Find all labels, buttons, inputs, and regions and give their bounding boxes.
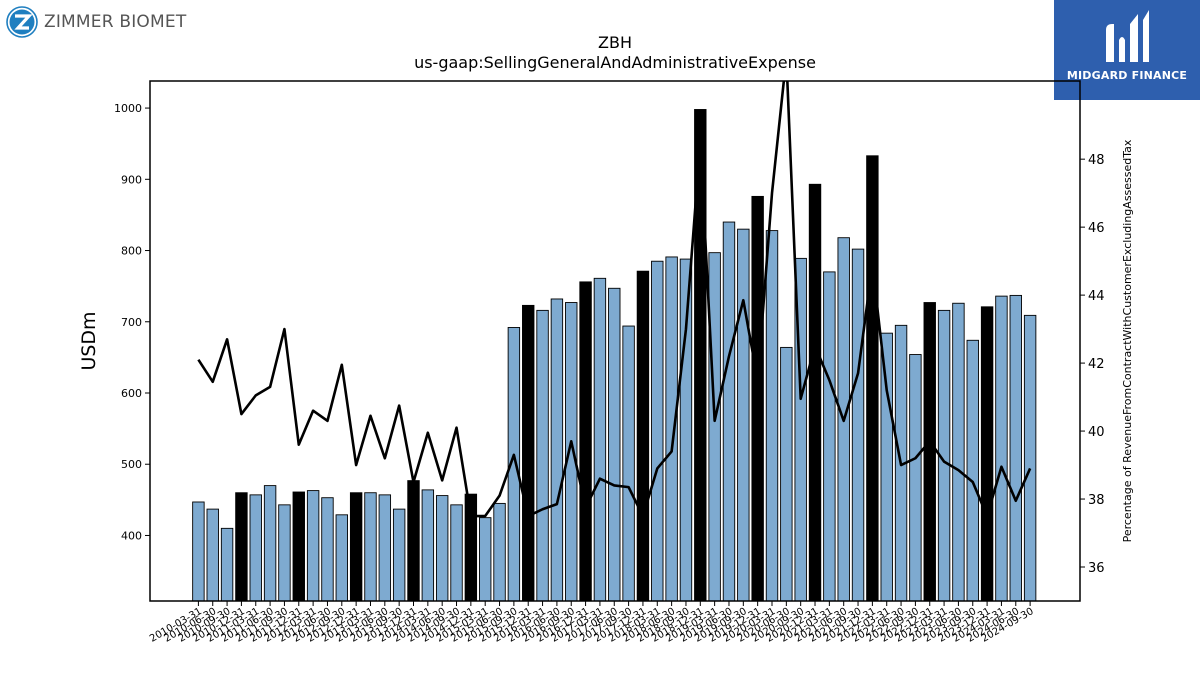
bar (292, 491, 305, 602)
bar (751, 195, 764, 602)
y-tick-label: 1000 (114, 102, 142, 115)
y-axis-label: USDm (78, 311, 100, 370)
midgard-finance-logo-text: MIDGARD FINANCE (1066, 69, 1188, 82)
bar (823, 271, 836, 602)
bar (851, 248, 865, 602)
bars-layer (192, 109, 1037, 602)
zimmer-biomet-logo: ZIMMER BIOMET (6, 6, 186, 38)
y-tick-label: 700 (121, 316, 142, 329)
bar (651, 260, 664, 602)
bar (364, 492, 377, 602)
bar (636, 270, 650, 602)
y-tick-label: 500 (121, 458, 142, 471)
bar (679, 258, 693, 602)
bar (235, 492, 248, 602)
bar (708, 252, 721, 602)
bar (278, 504, 291, 602)
bar (765, 230, 779, 602)
bar (206, 508, 219, 602)
bar (421, 489, 435, 602)
bar (995, 295, 1008, 602)
zimmer-biomet-logo-text: ZIMMER BIOMET (44, 12, 187, 32)
bar (321, 497, 334, 602)
y2-tick-label: 38 (1088, 493, 1105, 508)
chart-subtitle: us-gaap:SellingGeneralAndAdministrativeE… (414, 53, 816, 72)
bar (1009, 294, 1022, 602)
midgard-finance-logo-icon (1106, 10, 1149, 62)
y2-tick-label: 48 (1088, 153, 1105, 168)
bar (479, 517, 492, 602)
bar (737, 228, 750, 602)
y2-tick-label: 44 (1088, 289, 1105, 304)
bar (450, 504, 463, 602)
chart-title: ZBH (598, 33, 632, 52)
bar (880, 332, 893, 602)
y-tick-label: 900 (121, 173, 142, 186)
y-tick-label: 400 (121, 529, 142, 542)
bar (1023, 314, 1037, 602)
bar (980, 306, 994, 602)
bar (378, 494, 392, 602)
line-layer (197, 81, 1032, 518)
midgard-finance-logo: MIDGARD FINANCE (1054, 0, 1200, 100)
zimmer-biomet-logo-icon (6, 6, 38, 38)
bar (565, 302, 578, 602)
bar (550, 298, 564, 602)
bar (579, 281, 592, 602)
bar (808, 183, 822, 602)
bar (192, 501, 205, 602)
bar (780, 346, 793, 602)
y2-tick-label: 46 (1088, 221, 1105, 236)
bar (952, 302, 965, 602)
bar (593, 277, 607, 602)
bar (335, 514, 348, 602)
bar (722, 221, 736, 602)
bar (263, 485, 277, 602)
y2-tick-label: 42 (1088, 357, 1105, 372)
bar (220, 527, 234, 602)
bar (493, 502, 506, 602)
bar (435, 495, 449, 602)
bar (349, 492, 363, 602)
axes-layer: 4005006007008009001000363840424446482010… (114, 80, 1105, 645)
bar (622, 325, 635, 602)
percentage-line (197, 81, 1032, 518)
bar (249, 494, 262, 602)
bar (522, 304, 535, 602)
bar (407, 480, 420, 602)
bar (909, 354, 922, 602)
y2-tick-label: 40 (1088, 425, 1105, 440)
bar (966, 339, 979, 602)
plot-frame (149, 80, 1081, 602)
y2-tick-label: 36 (1088, 561, 1105, 576)
bar (665, 256, 678, 602)
bar (608, 287, 621, 602)
bar (866, 155, 879, 602)
y-tick-label: 600 (121, 387, 142, 400)
bar (923, 302, 936, 602)
bar (536, 309, 549, 602)
bar (392, 508, 406, 602)
y-tick-label: 800 (121, 245, 142, 258)
y2-axis-label: Percentage of RevenueFromContractWithCus… (1121, 139, 1134, 542)
bar (306, 490, 320, 602)
